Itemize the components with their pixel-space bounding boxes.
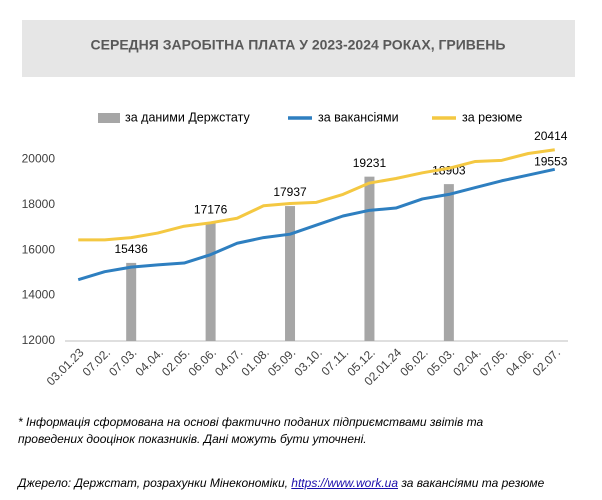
x-tick-label: 02.05. [159, 345, 192, 378]
source-suffix: за вакансіями та резюме [398, 476, 545, 490]
data-label: 17937 [273, 185, 307, 199]
legend-label: за резюме [462, 110, 522, 124]
y-tick-label: 12000 [22, 333, 56, 347]
bar [364, 176, 375, 341]
bar [443, 184, 454, 341]
x-tick-label: 04.04. [133, 345, 166, 378]
x-tick-label: 07.11. [318, 345, 351, 378]
chart-title: СЕРЕДНЯ ЗАРОБІТНА ПЛАТА У 2023-2024 РОКА… [91, 37, 506, 53]
legend-label: за даними Держстату [125, 110, 250, 124]
line [78, 148, 555, 242]
source: Джерело: Держстат, розрахунки Мінекономі… [18, 475, 544, 492]
x-tick-label: 05.03. [424, 345, 457, 378]
data-label: 19231 [353, 156, 387, 170]
x-tick-label: 07.02. [80, 345, 113, 378]
legend-swatch [98, 113, 120, 123]
note: проведених дооцінок показників. Дані мож… [18, 432, 367, 446]
x-tick-label: 06.06. [185, 345, 218, 378]
x-tick-label: 03.01.23 [44, 345, 87, 388]
line [77, 167, 556, 282]
y-tick-label: 20000 [22, 151, 56, 165]
x-tick-label: 07.03. [106, 345, 139, 378]
y-tick-label: 16000 [22, 242, 56, 256]
y-tick-label: 18000 [22, 197, 56, 211]
x-tick-label: 04.06. [503, 345, 536, 378]
x-tick-label: 02.07. [530, 345, 563, 378]
data-label: 19553 [534, 155, 568, 169]
x-tick-label: 02.04. [450, 345, 483, 378]
x-tick-label: 05.09. [265, 345, 298, 378]
x-tick-label: 03.10. [291, 345, 324, 378]
note: * Інформація сформована на основі фактич… [18, 415, 484, 429]
y-tick-label: 14000 [22, 288, 56, 302]
bar [126, 262, 137, 341]
x-tick-label: 04.07. [212, 345, 245, 378]
title-box [22, 20, 575, 77]
bar [205, 223, 216, 341]
data-label: 17176 [194, 203, 228, 217]
x-tick-label: 07.05. [477, 345, 510, 378]
chart: СЕРЕДНЯ ЗАРОБІТНА ПЛАТА У 2023-2024 РОКА… [22, 20, 575, 388]
source-link[interactable]: https://www.work.ua [291, 476, 399, 490]
data-label: 20414 [534, 129, 568, 143]
data-label: 15436 [114, 242, 148, 256]
x-tick-label: 01.08. [238, 345, 271, 378]
bar [285, 206, 296, 341]
x-tick-label: 06.02. [397, 345, 430, 378]
legend-label: за вакансіями [318, 110, 399, 124]
source-prefix: Джерело: Держстат, розрахунки Мінекономі… [18, 476, 292, 490]
